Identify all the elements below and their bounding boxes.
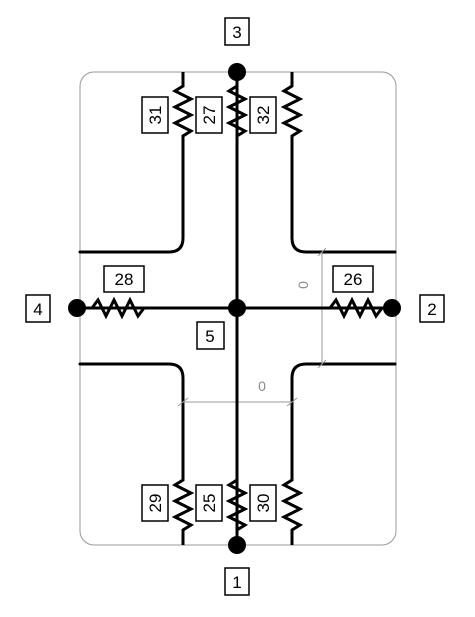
wall-bottom-left — [78, 362, 185, 465]
node-2 — [383, 299, 401, 317]
port-label-2: 2 — [427, 300, 436, 319]
wall-top-left — [78, 148, 185, 254]
dimension-label-horizontal: 0 — [258, 378, 266, 394]
port-label-3: 3 — [232, 23, 241, 42]
node-4 — [68, 299, 86, 317]
resistor-label-27: 27 — [200, 106, 219, 125]
resistor-label-30: 30 — [254, 494, 273, 513]
node-1 — [228, 536, 246, 554]
resistor-label-26: 26 — [344, 270, 363, 289]
node-label-5: 5 — [205, 327, 214, 346]
resistor-label-32: 32 — [254, 106, 273, 125]
resistor-32-zigzag — [280, 72, 304, 150]
port-label-4: 4 — [33, 300, 42, 319]
nodes — [68, 63, 401, 554]
channel-walls — [78, 148, 397, 465]
wall-bottom-right — [290, 362, 397, 465]
resistor-zigzags — [90, 72, 384, 545]
resistor-label-boxes — [103, 96, 374, 522]
dimension-label-vertical: 0 — [295, 281, 311, 289]
wall-top-right — [290, 148, 397, 254]
resistor-27-zigzag — [225, 84, 249, 138]
resistor-label-29: 29 — [146, 494, 165, 513]
resistor-30-zigzag — [280, 463, 304, 545]
resistor-label-31: 31 — [146, 106, 165, 125]
resistor-28-zigzag — [90, 296, 146, 320]
resistor-26-zigzag — [328, 296, 384, 320]
resistor-label-25: 25 — [200, 494, 219, 513]
resistor-label-28: 28 — [115, 270, 134, 289]
resistor-29-zigzag — [171, 463, 195, 545]
port-label-1: 1 — [232, 573, 241, 592]
resistor-25-zigzag — [225, 478, 249, 532]
node-5 — [228, 299, 246, 317]
port-label-boxes — [25, 17, 445, 596]
node-3 — [228, 63, 246, 81]
resistor-31-zigzag — [171, 72, 195, 150]
